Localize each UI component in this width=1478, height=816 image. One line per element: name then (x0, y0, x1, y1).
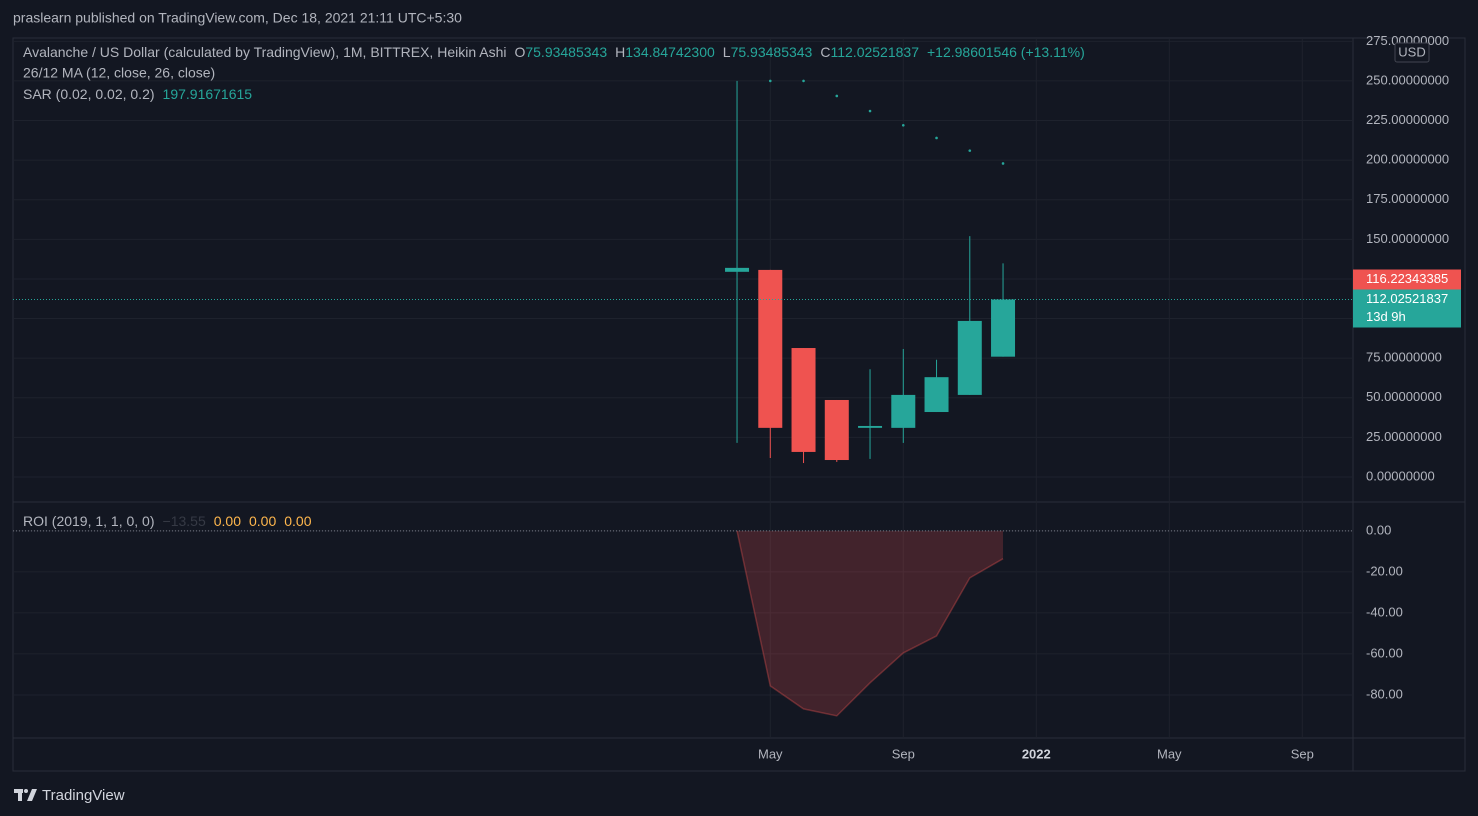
candle-body (725, 267, 750, 272)
sar-dot (935, 136, 938, 140)
candle-body (991, 299, 1016, 357)
header: praslearn published on TradingView.com, … (13, 10, 462, 26)
y-tick-label: 75.00000000 (1366, 350, 1442, 365)
candle-body (924, 377, 949, 413)
candle-body (791, 348, 816, 452)
currency-box (1394, 42, 1430, 63)
sar-dot (968, 149, 972, 152)
candle-body (824, 399, 849, 461)
chart-frame (12, 37, 1466, 772)
marker-label: 116.22343385 (1366, 271, 1448, 286)
y-tick-label: 50.00000000 (1366, 389, 1442, 404)
countdown: 13d 9h (1366, 309, 1406, 324)
sar-value: 197.91671615 (163, 86, 253, 102)
roi-line (736, 530, 1004, 717)
ohlc-value: 112.02521837 (830, 44, 919, 60)
ohlc-label: L (723, 44, 731, 60)
x-tick-label: May (758, 746, 783, 761)
roi-name: ROI (2019, 1, 1, 0, 0) (23, 513, 155, 529)
y-tick-label: -40.00 (1366, 604, 1403, 619)
y-tick-label: 25.00000000 (1366, 429, 1442, 444)
roi-legend-value: −13.55 (163, 513, 206, 529)
y-tick-label: 175.00000000 (1366, 191, 1449, 206)
y-tick-label: 0.00000000 (1366, 468, 1435, 483)
ohlc-label: H (615, 44, 625, 60)
logo (14, 789, 37, 801)
last-price-box (1353, 289, 1461, 328)
y-tick-label: 250.00000000 (1366, 72, 1449, 87)
y-tick-label: 0.00 (1366, 522, 1391, 537)
sar-dot (802, 79, 805, 83)
sar-legend: SAR (0.02, 0.02, 0.2) 197.91671615 (23, 86, 252, 102)
roi-area (737, 530, 1004, 716)
ma-legend: 26/12 MA (12, close, 26, close) (23, 65, 215, 81)
y-tick-label: 150.00000000 (1366, 231, 1449, 246)
y-tick-label: -60.00 (1366, 645, 1403, 660)
x-tick-label: 2022 (1022, 746, 1051, 761)
marker-box (1353, 269, 1461, 290)
last-price-label: 112.02521837 (1366, 291, 1448, 306)
roi-legend-value: 0.00 (249, 513, 276, 529)
ohlc-value: 134.84742300 (625, 44, 715, 60)
sar-dot (868, 109, 872, 113)
ohlc-value: 75.93485343 (731, 44, 813, 60)
ohlc-label: O (514, 44, 525, 60)
currency: USD (1398, 44, 1425, 59)
sar-dot (1001, 162, 1005, 165)
sar-name: SAR (0.02, 0.02, 0.2) (23, 86, 155, 102)
y-tick-label: -20.00 (1366, 563, 1403, 578)
roi-legend-value: 0.00 (284, 513, 311, 529)
roi-legend-value: 0.00 (214, 513, 241, 529)
legend-line: Avalanche / US Dollar (calculated by Tra… (23, 44, 1085, 60)
ohlc-value: 75.93485343 (525, 44, 607, 60)
x-tick-label: Sep (892, 746, 915, 761)
sar-dot (835, 94, 839, 98)
roi-legend: ROI (2019, 1, 1, 0, 0) −13.55 0.00 0.00 0.00 (23, 513, 312, 529)
change: +12.98601546 (+13.11%) (927, 44, 1085, 60)
ohlc-label: C (820, 44, 830, 60)
sar-dot (901, 123, 905, 127)
candle-body (957, 320, 982, 395)
x-tick-label: Sep (1291, 746, 1314, 761)
y-tick-label: 225.00000000 (1366, 112, 1449, 127)
candle-body (758, 269, 783, 428)
y-tick-label: 200.00000000 (1366, 152, 1449, 167)
x-tick-label: May (1157, 746, 1182, 761)
candle-body (858, 425, 883, 428)
footer: TradingView (42, 787, 125, 804)
legend-title: Avalanche / US Dollar (calculated by Tra… (23, 44, 506, 60)
candle-body (891, 394, 916, 428)
y-tick-label: -80.00 (1366, 686, 1403, 701)
sar-dot (768, 79, 772, 83)
